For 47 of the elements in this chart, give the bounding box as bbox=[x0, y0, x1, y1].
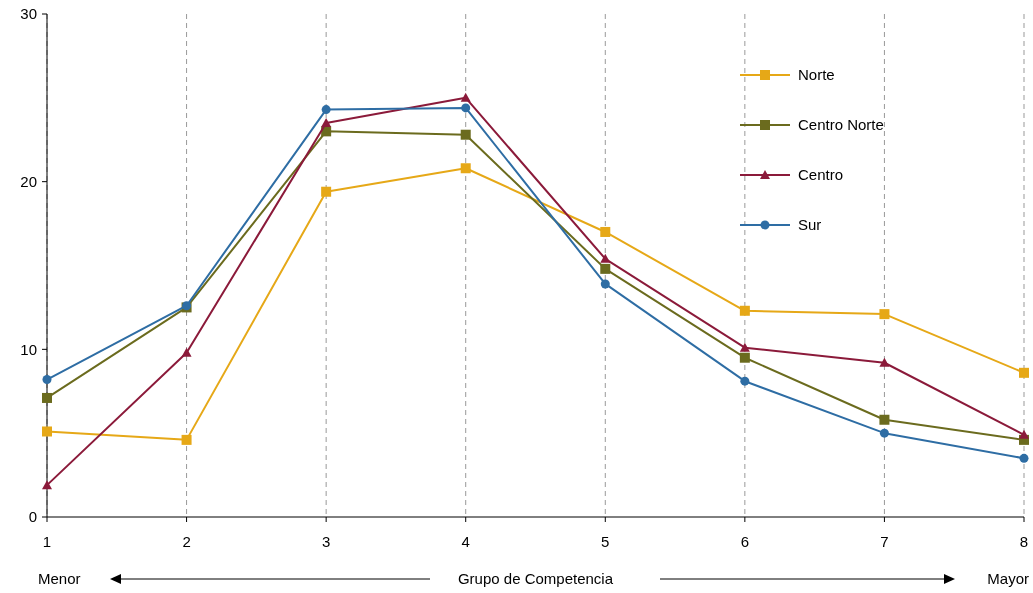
point bbox=[42, 375, 52, 385]
point bbox=[461, 103, 471, 113]
point bbox=[460, 163, 471, 174]
point bbox=[879, 414, 890, 425]
x-tick-label: 8 bbox=[1019, 533, 1029, 550]
x-tick-label: 6 bbox=[740, 533, 750, 550]
x-tick-label: 3 bbox=[321, 533, 331, 550]
x-tick-label: 2 bbox=[182, 533, 191, 550]
point bbox=[740, 376, 750, 386]
point bbox=[739, 352, 750, 363]
x-tick-label: 5 bbox=[601, 533, 610, 550]
point bbox=[739, 305, 750, 316]
x-axis-title: Grupo de Competencia bbox=[457, 570, 614, 588]
y-tick-label: 20 bbox=[20, 172, 37, 190]
legend-label: Sur bbox=[798, 216, 822, 234]
text: Mayor bbox=[987, 570, 1029, 588]
point bbox=[321, 186, 332, 197]
x-tick-label: 7 bbox=[880, 533, 889, 550]
y-tick-label: 10 bbox=[20, 340, 37, 358]
x-tick-label: 4 bbox=[461, 533, 470, 550]
point bbox=[600, 253, 611, 263]
text: Menor bbox=[38, 570, 81, 588]
y-tick-label: 0 bbox=[28, 508, 37, 526]
point bbox=[181, 434, 192, 445]
point bbox=[1019, 429, 1029, 439]
point bbox=[460, 92, 471, 102]
point bbox=[879, 357, 890, 367]
point bbox=[321, 105, 331, 115]
legend-label: Centro bbox=[798, 166, 844, 184]
point bbox=[42, 426, 52, 437]
legend-label: Norte bbox=[798, 66, 835, 84]
point bbox=[460, 129, 471, 140]
point bbox=[181, 347, 192, 357]
point bbox=[42, 480, 52, 490]
point bbox=[321, 117, 332, 127]
x-tick-label: 1 bbox=[42, 533, 52, 550]
point bbox=[42, 392, 52, 403]
y-tick-label: 30 bbox=[20, 5, 37, 23]
point bbox=[739, 342, 750, 352]
point bbox=[1019, 367, 1029, 378]
point bbox=[600, 279, 610, 289]
point bbox=[600, 263, 611, 274]
point bbox=[879, 309, 890, 320]
legend-label: Centro Norte bbox=[798, 116, 884, 134]
point bbox=[600, 226, 611, 237]
point bbox=[1019, 453, 1029, 463]
point bbox=[879, 428, 889, 438]
